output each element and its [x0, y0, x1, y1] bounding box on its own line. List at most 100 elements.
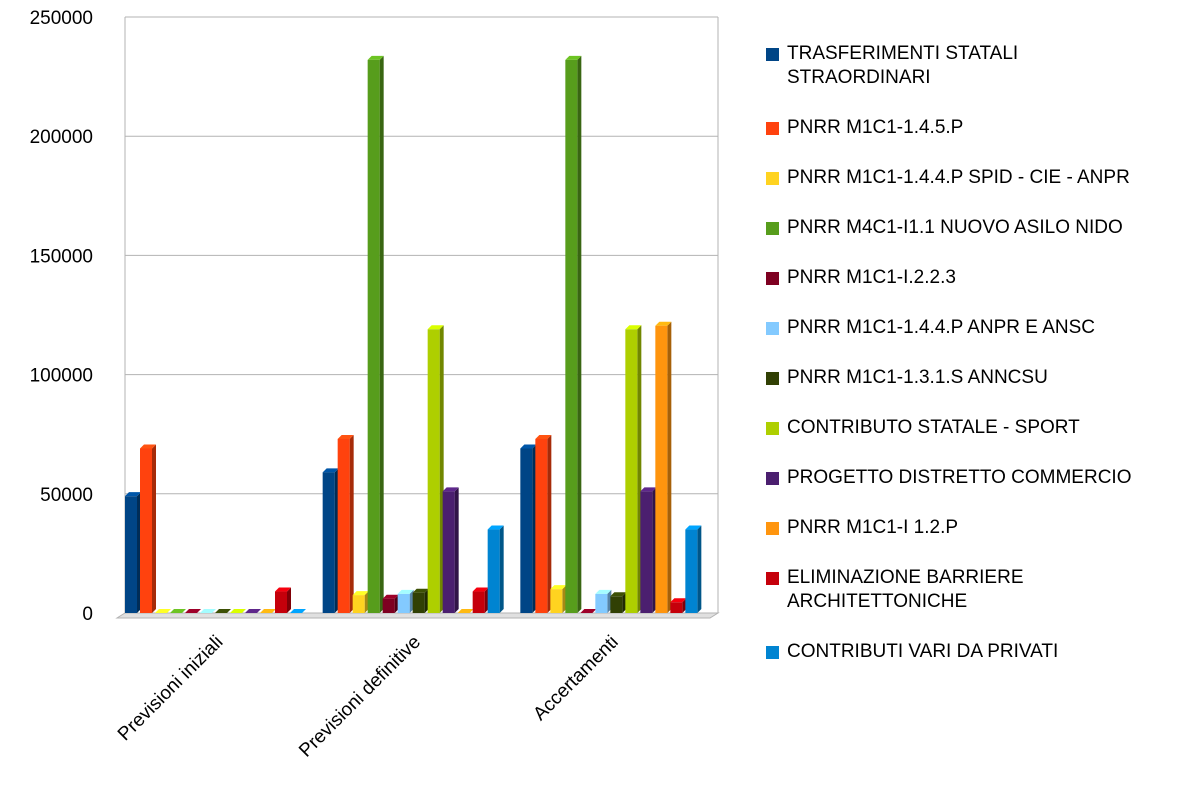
bar — [352, 595, 365, 613]
legend-swatch — [766, 48, 779, 61]
legend-swatch — [766, 572, 779, 585]
bar — [565, 59, 578, 614]
bar — [670, 602, 683, 613]
y-tick-label: 200000 — [30, 127, 93, 148]
bar-top — [565, 55, 582, 60]
bar-top — [367, 55, 384, 60]
bar-top — [535, 434, 552, 439]
legend-label: PNRR M1C1-1.4.4.P SPID - CIE - ANPR — [787, 167, 1130, 188]
bar — [322, 472, 335, 613]
legend-label: CONTRIBUTI VARI DA PRIVATI — [787, 641, 1059, 662]
legend-swatch — [766, 272, 779, 285]
legend-item: PNRR M1C1-I 1.2.P — [766, 516, 1151, 540]
legend-label: PNRR M1C1-I.2.2.3 — [787, 267, 956, 288]
legend-item: PNRR M1C1-I.2.2.3 — [766, 266, 1151, 290]
legend-item: CONTRIBUTO STATALE - SPORT — [766, 416, 1151, 440]
legend-label: PNRR M4C1-I1.1 NUOVO ASILO NIDO — [787, 217, 1123, 238]
legend-item: PNRR M4C1-I1.1 NUOVO ASILO NIDO — [766, 216, 1151, 240]
bar — [140, 448, 152, 613]
legend-item: PNRR M1C1-1.4.4.P ANPR E ANSC — [766, 316, 1151, 340]
bar — [275, 591, 287, 613]
bar — [397, 593, 410, 613]
bar-top — [580, 609, 597, 613]
y-tick-label: 50000 — [40, 485, 93, 506]
legend-label: PNRR M1C1-1.3.1.S ANNCSU — [787, 367, 1048, 388]
bar — [382, 598, 395, 613]
bar-top — [337, 434, 354, 439]
legend-swatch — [766, 422, 779, 435]
x-tick-label: Previsioni definitive — [295, 632, 425, 762]
legend-label: PNRR M1C1-1.4.4.P ANPR E ANSC — [787, 317, 1095, 338]
y-tick-label: 250000 — [30, 8, 93, 29]
legend-swatch — [766, 522, 779, 535]
legend-swatch — [766, 372, 779, 385]
legend-item: TRASFERIMENTI STATALI STRAORDINARI — [766, 42, 1151, 90]
bar-top — [655, 321, 672, 326]
bar-side — [547, 434, 552, 613]
bar-top — [625, 325, 642, 330]
floor — [115, 612, 720, 619]
bar — [535, 438, 548, 613]
bar-top — [442, 487, 459, 492]
bar-top — [260, 609, 276, 613]
bar — [125, 496, 137, 613]
legend-item: ELIMINAZIONE BARRIERE ARCHITETTONICHE — [766, 566, 1151, 614]
bar-side — [287, 587, 291, 613]
bar-top — [520, 444, 537, 449]
legend-item: PNRR M1C1-1.4.4.P SPID - CIE - ANPR — [766, 166, 1151, 190]
y-tick-label: 0 — [82, 604, 93, 625]
bar-side — [349, 434, 354, 613]
legend-item: PNRR M1C1-1.3.1.S ANNCSU — [766, 366, 1151, 390]
legend-label: PNRR M1C1-I 1.2.P — [787, 517, 959, 538]
bar-top — [595, 589, 612, 594]
bar-top — [140, 444, 156, 449]
bar — [427, 329, 440, 613]
bar-top — [215, 609, 231, 613]
legend-label: PROGETTO DISTRETTO COMMERCIO — [787, 467, 1132, 488]
bar-top — [640, 487, 657, 492]
bar-side — [152, 444, 156, 613]
bar — [610, 596, 623, 613]
bar-top — [472, 587, 489, 592]
bar-top — [412, 588, 429, 593]
bar-top — [610, 592, 627, 597]
bar-top — [487, 525, 504, 530]
bar — [640, 491, 653, 613]
bar — [367, 59, 380, 614]
legend-item: CONTRIBUTI VARI DA PRIVATI — [766, 640, 1151, 664]
bar-top — [200, 609, 216, 613]
y-tick-label: 100000 — [30, 366, 93, 387]
bar-top — [322, 468, 339, 473]
bar-top — [245, 609, 261, 613]
bar — [337, 438, 350, 613]
bar-top — [275, 587, 291, 592]
bar — [487, 529, 500, 613]
bar-top — [427, 325, 444, 330]
legend-swatch — [766, 222, 779, 235]
bar — [625, 329, 638, 613]
bar-side — [667, 321, 672, 613]
bar-top — [170, 609, 186, 613]
bar — [685, 529, 698, 613]
bar-top — [397, 589, 414, 594]
bar-top — [382, 594, 399, 599]
legend-swatch — [766, 322, 779, 335]
legend-swatch — [766, 172, 779, 185]
bar — [655, 325, 668, 613]
legend-label: CONTRIBUTO STATALE - SPORT — [787, 417, 1080, 438]
bar-top — [457, 609, 474, 613]
bar-top — [685, 525, 702, 530]
legend-swatch — [766, 646, 779, 659]
bar — [550, 589, 563, 613]
bar — [442, 491, 455, 613]
legend: TRASFERIMENTI STATALI STRAORDINARI PNRR M… — [766, 42, 1151, 664]
bar-side — [577, 55, 582, 614]
x-tick-label: Accertamenti — [529, 632, 622, 725]
bar-side — [379, 55, 384, 614]
legend-label: PNRR M1C1-1.4.5.P — [787, 117, 964, 138]
legend-label: TRASFERIMENTI STATALI STRAORDINARI — [787, 43, 1019, 88]
bar-side — [499, 525, 504, 613]
bar — [472, 591, 485, 613]
bar — [595, 593, 608, 613]
